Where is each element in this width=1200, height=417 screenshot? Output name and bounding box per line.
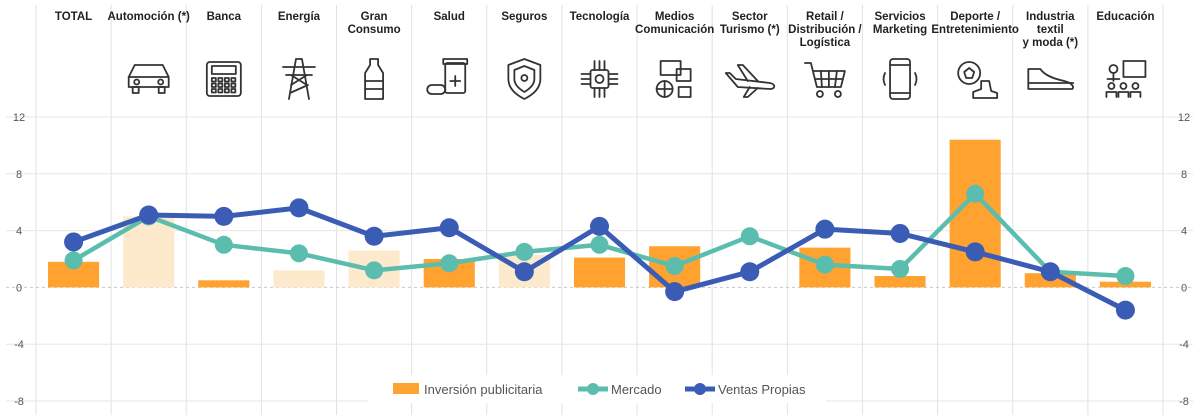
car-icon bbox=[127, 64, 170, 94]
y-tick-label-right: 12 bbox=[1178, 112, 1190, 124]
legend-swatch-marker bbox=[694, 383, 706, 395]
category-label: Gran Consumo bbox=[348, 11, 401, 36]
category-label: Sector Turismo (*) bbox=[720, 11, 780, 36]
bar bbox=[874, 276, 926, 288]
legend-swatch-marker bbox=[587, 383, 599, 395]
data-point bbox=[514, 262, 534, 282]
y-axes: 12 12 8 8 4 4 0 0 -4 -4 -8 -8 bbox=[13, 112, 1190, 408]
category-label: Automoción (*) bbox=[107, 11, 190, 23]
category-label: Banca bbox=[207, 11, 242, 23]
category-label: Medios Comunicación bbox=[635, 11, 714, 36]
bar-series bbox=[48, 139, 1151, 288]
category-label: Tecnología bbox=[570, 11, 630, 23]
data-point bbox=[891, 259, 910, 278]
data-point bbox=[590, 216, 609, 236]
medicine-icon bbox=[426, 58, 469, 95]
legend-label: Ventas Propias bbox=[718, 382, 806, 397]
category-label: Deporte / Entretenimiento bbox=[931, 11, 1019, 36]
data-point bbox=[740, 262, 760, 282]
y-tick-label-left: 12 bbox=[13, 112, 25, 124]
data-point bbox=[815, 255, 834, 274]
data-point bbox=[64, 232, 84, 252]
category-labels: TOTAL Automoción (*) Banca Energía Gran Consu… bbox=[55, 11, 1155, 49]
bottle-icon bbox=[364, 58, 385, 100]
legend-label: Inversión publicitaria bbox=[424, 382, 543, 397]
data-point bbox=[64, 251, 83, 270]
legend-swatch-bar bbox=[393, 383, 419, 394]
data-point bbox=[515, 242, 534, 261]
legend-label: Mercado bbox=[611, 382, 662, 397]
data-point bbox=[440, 254, 459, 273]
data-point bbox=[1115, 300, 1135, 320]
classroom-icon bbox=[1105, 60, 1147, 98]
category-label: Educación bbox=[1096, 11, 1154, 23]
data-point bbox=[890, 223, 910, 243]
category-label: Seguros bbox=[501, 11, 547, 23]
data-point bbox=[289, 244, 308, 263]
category-label: Salud bbox=[434, 11, 465, 23]
y-tick-label-left: -8 bbox=[14, 396, 24, 408]
category-label: Energía bbox=[278, 11, 321, 23]
y-tick-label-right: 0 bbox=[1181, 282, 1187, 294]
data-point bbox=[289, 198, 309, 218]
data-point bbox=[364, 226, 384, 246]
y-tick-label-left: -4 bbox=[14, 339, 24, 351]
category-label: Servicios Marketing bbox=[873, 11, 927, 36]
data-point bbox=[214, 206, 234, 226]
data-point bbox=[1040, 262, 1060, 282]
data-point bbox=[815, 219, 835, 239]
y-tick-label-left: 4 bbox=[16, 226, 22, 238]
calculator-icon bbox=[205, 61, 242, 97]
category-label: TOTAL bbox=[55, 11, 92, 23]
data-point bbox=[740, 227, 759, 246]
data-point bbox=[665, 282, 685, 302]
data-point bbox=[665, 257, 684, 276]
data-point bbox=[965, 242, 985, 262]
chip-icon bbox=[580, 60, 619, 98]
line-series bbox=[64, 184, 1135, 320]
data-point bbox=[439, 218, 459, 238]
grid bbox=[6, 5, 1193, 415]
shoe-icon bbox=[1027, 68, 1075, 90]
data-point bbox=[590, 235, 609, 254]
y-tick-label-right: -4 bbox=[1179, 339, 1189, 351]
media-icon bbox=[655, 60, 692, 98]
sports-icon bbox=[957, 61, 999, 99]
airplane-icon bbox=[724, 64, 776, 98]
bar bbox=[573, 257, 626, 288]
y-tick-label-left: 0 bbox=[16, 282, 22, 294]
y-tick-label-left: 8 bbox=[16, 169, 22, 181]
data-point bbox=[139, 205, 159, 225]
data-point bbox=[966, 184, 985, 203]
legend: Inversión publicitaria Mercado Ventas Prop… bbox=[368, 375, 826, 403]
y-tick-label-right: 8 bbox=[1181, 169, 1187, 181]
bar bbox=[198, 280, 250, 288]
data-point bbox=[1116, 267, 1135, 286]
bar bbox=[273, 270, 325, 288]
power-tower-icon bbox=[282, 58, 316, 100]
y-tick-label-right: -8 bbox=[1179, 396, 1189, 408]
category-icons bbox=[127, 58, 1147, 100]
y-tick-label-right: 4 bbox=[1181, 226, 1187, 238]
smartphone-icon bbox=[882, 58, 918, 100]
category-label: Retail / Distribución / Logística bbox=[788, 11, 862, 49]
data-point bbox=[214, 235, 233, 254]
data-point bbox=[365, 261, 384, 280]
shield-icon bbox=[507, 58, 542, 100]
cart-icon bbox=[804, 62, 846, 98]
category-label: Industria textil y moda (*) bbox=[1023, 11, 1079, 49]
